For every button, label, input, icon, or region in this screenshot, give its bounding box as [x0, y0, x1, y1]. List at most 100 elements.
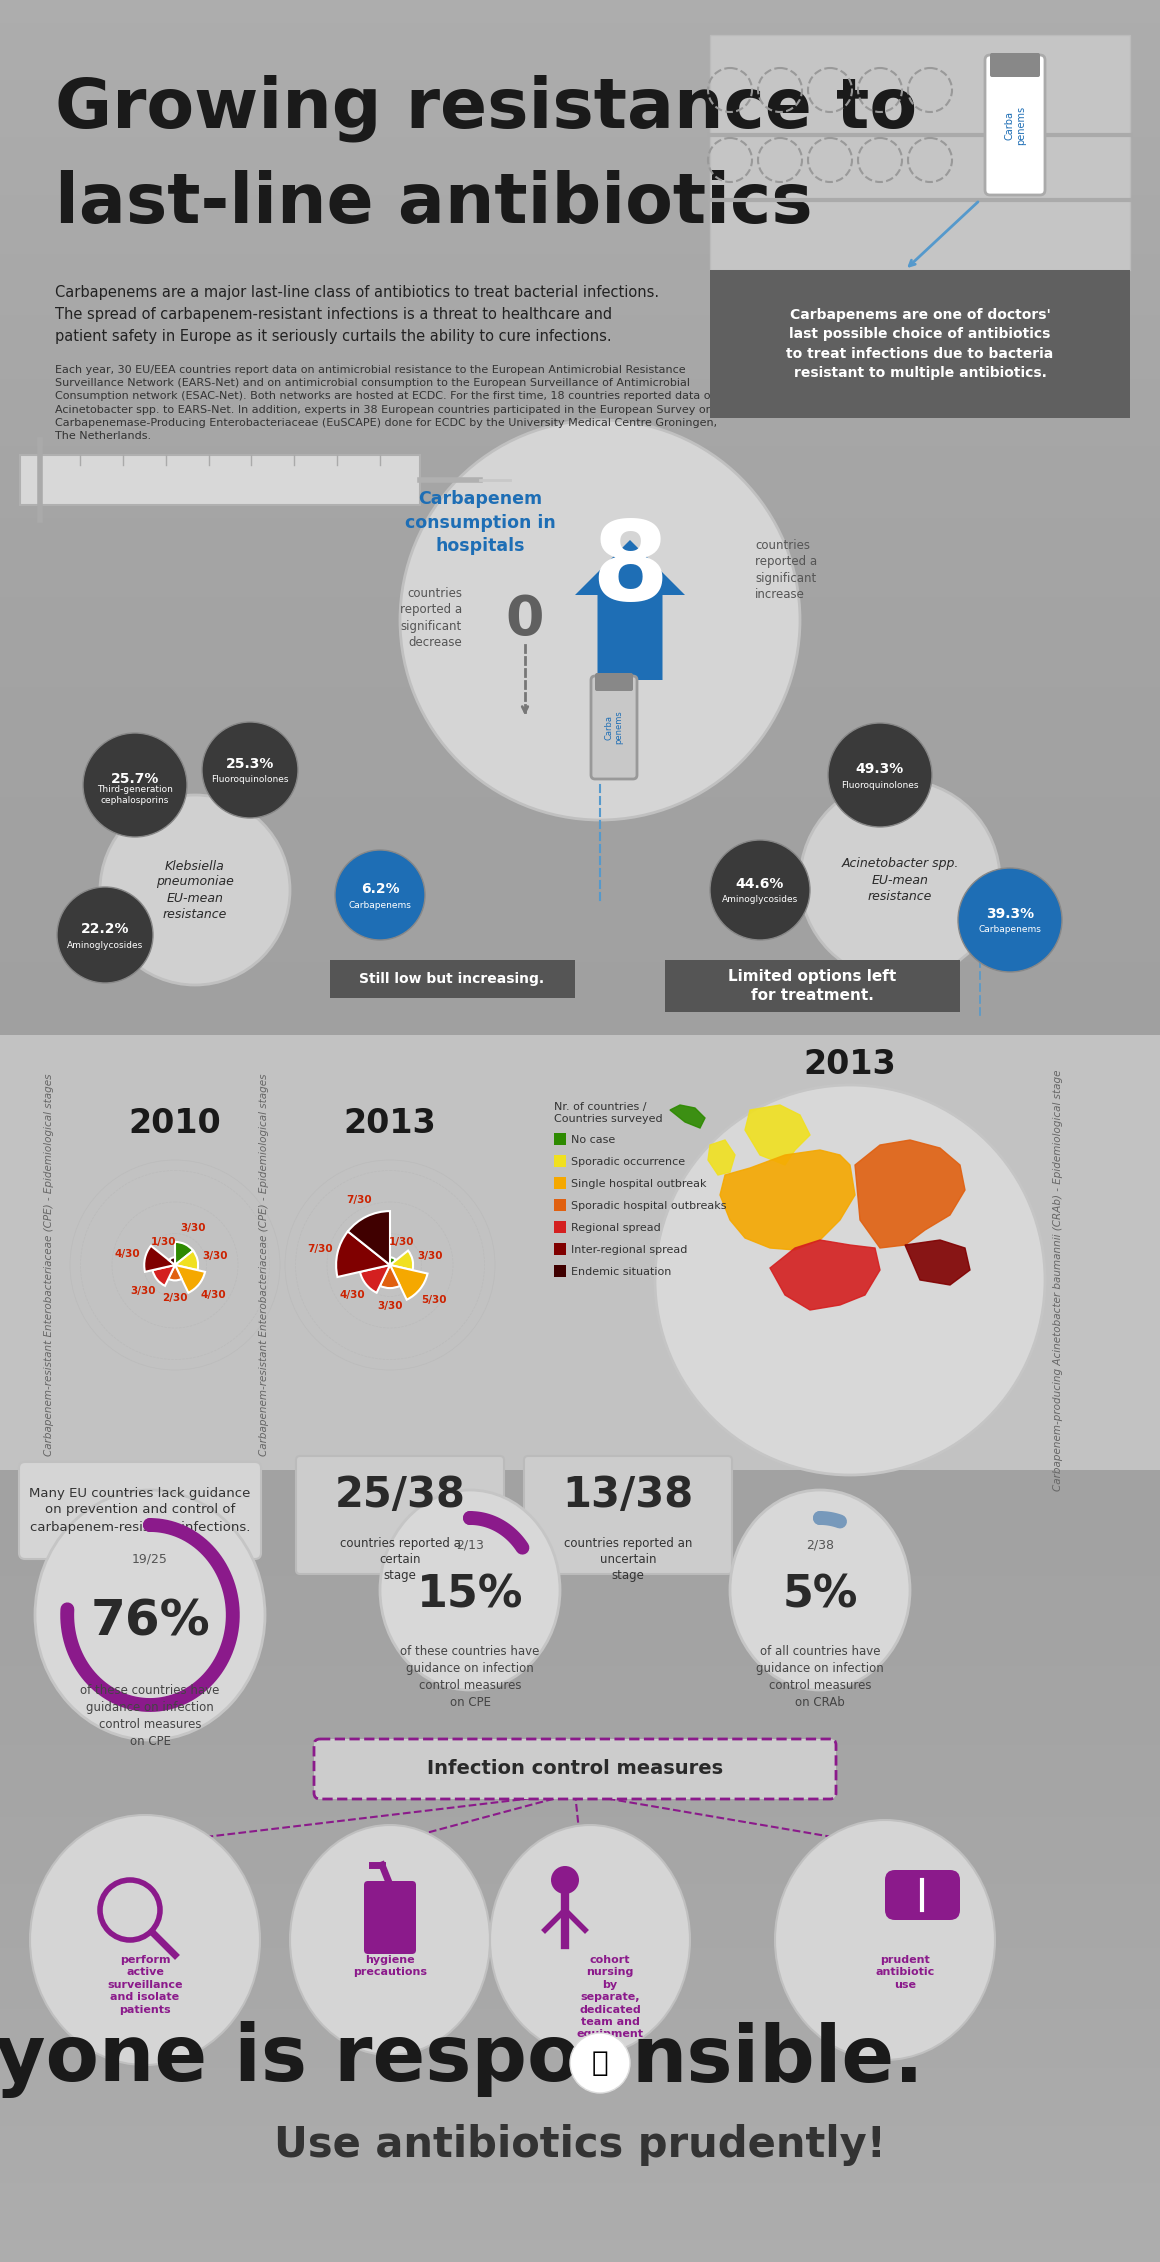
Text: 4/30: 4/30: [339, 1289, 364, 1301]
Ellipse shape: [35, 1491, 264, 1739]
Text: Nr. of countries /
Countries surveyed: Nr. of countries / Countries surveyed: [554, 1102, 662, 1124]
Ellipse shape: [775, 1821, 995, 2061]
Text: of these countries have
guidance on infection
control measures
on CPE: of these countries have guidance on infe…: [400, 1644, 539, 1710]
Circle shape: [463, 1511, 477, 1525]
Text: 5/30: 5/30: [421, 1296, 447, 1305]
Text: Third-generation
cephalosporins: Third-generation cephalosporins: [97, 785, 173, 805]
FancyBboxPatch shape: [364, 1882, 416, 1954]
Polygon shape: [670, 1106, 705, 1129]
Text: nsible.: nsible.: [632, 2022, 925, 2097]
Circle shape: [202, 722, 298, 819]
Polygon shape: [905, 1240, 970, 1285]
Text: 2013: 2013: [804, 1050, 897, 1081]
Circle shape: [400, 421, 800, 821]
Text: 1/30: 1/30: [389, 1237, 414, 1246]
Text: No case: No case: [571, 1136, 615, 1145]
Polygon shape: [770, 1240, 880, 1310]
Ellipse shape: [490, 1825, 690, 2054]
Text: 2010: 2010: [129, 1106, 222, 1140]
Text: 2/30: 2/30: [162, 1294, 188, 1303]
Text: Carbapenems are a major last-line class of antibiotics to treat bacterial infect: Carbapenems are a major last-line class …: [55, 285, 659, 344]
Text: Acinetobacter spp.
EU-mean
resistance: Acinetobacter spp. EU-mean resistance: [841, 857, 958, 903]
FancyBboxPatch shape: [595, 674, 633, 690]
Circle shape: [57, 887, 153, 984]
FancyBboxPatch shape: [524, 1457, 732, 1574]
Text: Carbapenems: Carbapenems: [348, 900, 412, 909]
FancyBboxPatch shape: [329, 959, 575, 998]
FancyBboxPatch shape: [665, 959, 960, 1011]
Text: Sporadic hospital outbreaks: Sporadic hospital outbreaks: [571, 1201, 726, 1210]
Circle shape: [570, 2034, 630, 2092]
FancyBboxPatch shape: [885, 1871, 960, 1920]
Text: 76%: 76%: [90, 1597, 210, 1644]
Text: Carba
penems: Carba penems: [1005, 106, 1025, 145]
Text: countries reported an
uncertain
stage: countries reported an uncertain stage: [564, 1536, 693, 1581]
FancyBboxPatch shape: [296, 1457, 503, 1574]
Text: Carbapenems: Carbapenems: [979, 925, 1042, 934]
Text: 4/30: 4/30: [115, 1249, 140, 1260]
Ellipse shape: [380, 1491, 560, 1690]
Text: perform
active
surveillance
and isolate
patients: perform active surveillance and isolate …: [107, 1954, 183, 2015]
Wedge shape: [169, 1258, 175, 1264]
Text: Inter-regional spread: Inter-regional spread: [571, 1244, 688, 1255]
Text: of all countries have
guidance on infection
control measures
on CRAb: of all countries have guidance on infect…: [756, 1644, 884, 1710]
Text: Single hospital outbreak: Single hospital outbreak: [571, 1179, 706, 1190]
Circle shape: [958, 869, 1063, 973]
Text: 15%: 15%: [416, 1574, 523, 1617]
FancyBboxPatch shape: [989, 52, 1041, 77]
FancyBboxPatch shape: [710, 34, 1130, 269]
Text: Infection control measures: Infection control measures: [427, 1760, 723, 1778]
Circle shape: [143, 1518, 157, 1531]
Text: Each year, 30 EU/EEA countries report data on antimicrobial resistance to the Eu: Each year, 30 EU/EEA countries report da…: [55, 364, 718, 441]
FancyBboxPatch shape: [20, 455, 420, 504]
Circle shape: [335, 851, 425, 941]
FancyBboxPatch shape: [554, 1244, 566, 1255]
FancyBboxPatch shape: [554, 1133, 566, 1145]
Wedge shape: [175, 1264, 205, 1294]
Text: Endemic situation: Endemic situation: [571, 1267, 672, 1278]
Polygon shape: [720, 1149, 855, 1251]
Text: countries reported a
certain
stage: countries reported a certain stage: [340, 1536, 461, 1581]
Text: Regional spread: Regional spread: [571, 1224, 661, 1233]
Text: 7/30: 7/30: [307, 1244, 333, 1253]
Text: Carba
penems: Carba penems: [604, 710, 624, 744]
Wedge shape: [390, 1258, 396, 1264]
FancyBboxPatch shape: [554, 1176, 566, 1190]
Text: 22.2%: 22.2%: [81, 923, 129, 936]
Polygon shape: [855, 1140, 965, 1249]
Circle shape: [551, 1866, 579, 1893]
Text: 3/30: 3/30: [418, 1251, 443, 1260]
Text: Still low but increasing.: Still low but increasing.: [360, 973, 544, 986]
Text: 25.3%: 25.3%: [226, 758, 274, 771]
Text: Everyone is respo: Everyone is respo: [0, 2022, 580, 2099]
Text: 3/30: 3/30: [180, 1224, 205, 1233]
Text: countries
reported a
significant
increase: countries reported a significant increas…: [755, 538, 817, 602]
Text: Fluoroquinolones: Fluoroquinolones: [841, 780, 919, 789]
FancyBboxPatch shape: [554, 1221, 566, 1233]
Text: 13/38: 13/38: [563, 1475, 694, 1516]
Text: 6.2%: 6.2%: [361, 882, 399, 896]
Text: prudent
antibiotic
use: prudent antibiotic use: [876, 1954, 935, 1991]
Wedge shape: [336, 1231, 390, 1278]
Text: 19/25: 19/25: [132, 1552, 168, 1565]
Wedge shape: [390, 1264, 428, 1301]
Text: Carbapenem-resistant Enterobacteriaceae (CPE) - Epidemiological stages: Carbapenem-resistant Enterobacteriaceae …: [259, 1074, 269, 1457]
FancyBboxPatch shape: [554, 1199, 566, 1210]
Wedge shape: [144, 1246, 175, 1271]
FancyBboxPatch shape: [0, 1036, 1160, 1470]
Text: Many EU countries lack guidance
on prevention and control of
carbapenem-resistan: Many EU countries lack guidance on preve…: [29, 1486, 251, 1534]
Text: of these countries have
guidance on infection
control measures
on CPE: of these countries have guidance on infe…: [80, 1683, 219, 1749]
FancyBboxPatch shape: [19, 1461, 261, 1559]
Circle shape: [100, 794, 290, 984]
Text: 8: 8: [592, 516, 668, 624]
Wedge shape: [175, 1242, 193, 1264]
Text: 7/30: 7/30: [346, 1194, 371, 1206]
Text: 25.7%: 25.7%: [111, 771, 159, 785]
Circle shape: [800, 780, 1000, 979]
Polygon shape: [745, 1106, 810, 1165]
Text: 49.3%: 49.3%: [856, 762, 904, 776]
Text: 3/30: 3/30: [202, 1251, 227, 1260]
Text: Aminoglycosides: Aminoglycosides: [722, 896, 798, 905]
Text: 2/13: 2/13: [456, 1538, 484, 1552]
Text: 🌐: 🌐: [592, 2049, 608, 2077]
